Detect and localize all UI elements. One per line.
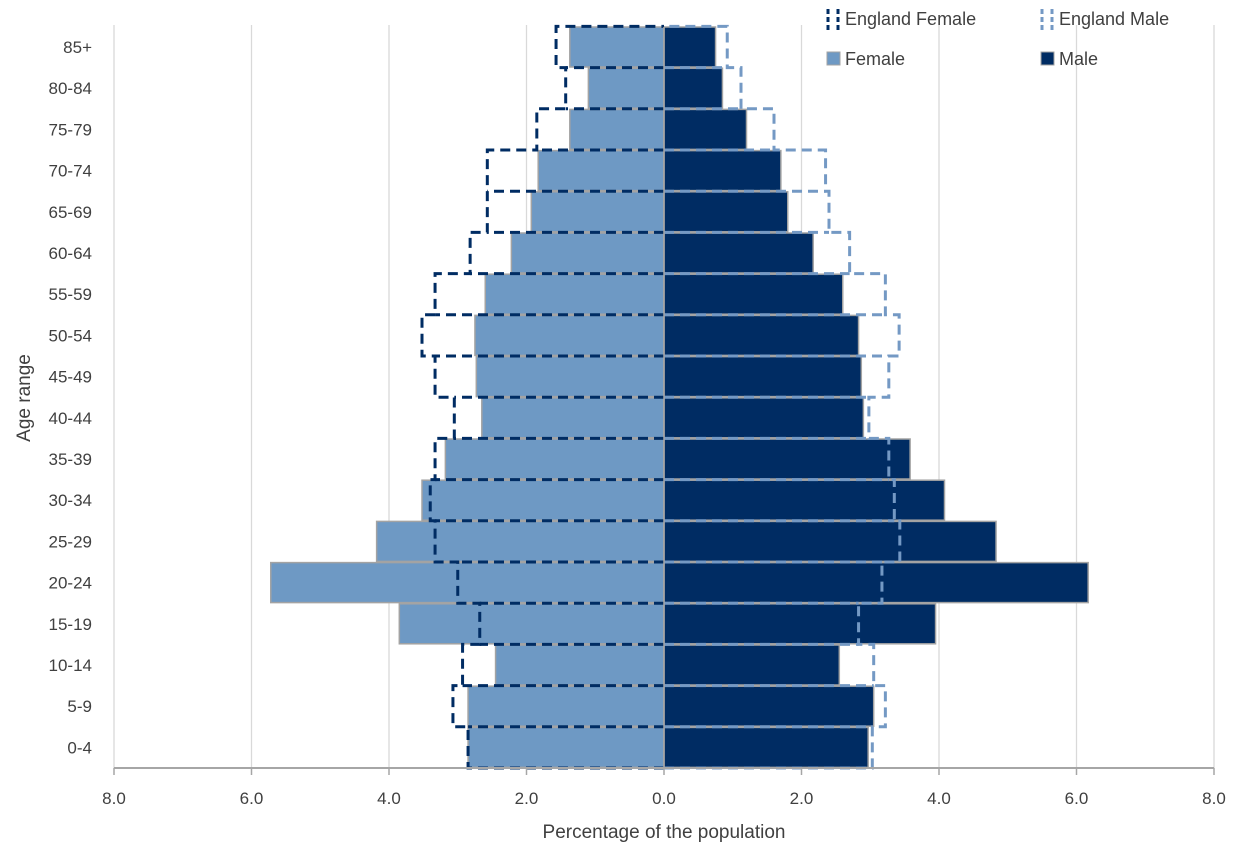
england-outlines xyxy=(420,24,902,770)
bar-male-65-69 xyxy=(663,191,789,233)
legend-item-female: Female xyxy=(826,49,905,69)
legend: England Female England Male Female Male xyxy=(826,9,1169,69)
bar-male-0-4 xyxy=(663,726,869,769)
legend-label-england-female: England Female xyxy=(845,9,976,29)
x-tick-label: 8.0 xyxy=(102,789,126,808)
x-tick-label: 8.0 xyxy=(1202,789,1226,808)
legend-swatch-england-male xyxy=(1040,9,1054,30)
legend-item-male: Male xyxy=(1040,49,1098,69)
x-axis-title: Percentage of the population xyxy=(543,822,786,843)
x-tick-label: 2.0 xyxy=(790,789,814,808)
y-axis-title: Age range xyxy=(14,354,35,442)
bar-female-5-9 xyxy=(467,685,665,727)
bar-female-10-14 xyxy=(494,644,665,686)
bar-male-75-79 xyxy=(663,108,748,151)
bar-female-75-79 xyxy=(569,108,665,151)
bar-male-40-44 xyxy=(663,397,865,439)
bar-male-45-49 xyxy=(663,355,863,398)
bar-male-55-59 xyxy=(663,273,844,315)
x-tick-label: 6.0 xyxy=(1065,789,1089,808)
legend-swatch-male xyxy=(1040,51,1055,66)
bar-male-15-19 xyxy=(663,603,937,645)
bar-male-35-39 xyxy=(663,438,911,480)
x-tick-label: 4.0 xyxy=(927,789,951,808)
bar-female-30-34 xyxy=(421,479,665,521)
y-tick-label: 80-84 xyxy=(49,79,92,98)
legend-label-female: Female xyxy=(845,49,905,69)
y-tick-label: 20-24 xyxy=(49,574,92,593)
y-tick-label: 0-4 xyxy=(67,738,92,757)
bar-male-20-24 xyxy=(663,561,1089,604)
y-tick-label: 85+ xyxy=(63,38,92,57)
bar-male-50-54 xyxy=(663,314,860,357)
y-tick-label: 15-19 xyxy=(49,615,92,634)
y-tick-label: 45-49 xyxy=(49,368,92,387)
outline-england-male xyxy=(664,24,902,770)
x-tick-labels: 8.0 6.0 4.0 2.0 0.0 2.0 4.0 6.0 8.0 xyxy=(102,789,1226,808)
y-tick-label: 60-64 xyxy=(49,244,92,263)
x-tick-label: 0.0 xyxy=(652,789,676,808)
legend-item-england-male: England Male xyxy=(1040,9,1169,30)
bar-female-25-29 xyxy=(375,520,665,563)
y-tick-label: 25-29 xyxy=(49,532,92,551)
bars xyxy=(270,26,1089,769)
y-tick-label: 30-34 xyxy=(49,491,92,510)
x-tick-label: 6.0 xyxy=(240,789,264,808)
y-tick-label: 75-79 xyxy=(49,120,92,139)
bar-male-85 xyxy=(663,26,717,68)
bar-female-20-24 xyxy=(270,561,665,604)
x-tick-label: 2.0 xyxy=(515,789,539,808)
bar-female-0-4 xyxy=(467,726,665,769)
bar-female-45-49 xyxy=(475,355,665,398)
bar-male-60-64 xyxy=(663,232,814,274)
y-tick-label: 70-74 xyxy=(49,162,92,181)
bar-female-40-44 xyxy=(481,397,665,439)
legend-label-male: Male xyxy=(1059,49,1098,69)
y-tick-label: 50-54 xyxy=(49,326,92,345)
bar-female-60-64 xyxy=(510,232,665,274)
bar-male-10-14 xyxy=(663,644,841,686)
bar-female-55-59 xyxy=(484,273,665,315)
y-tick-label: 55-59 xyxy=(49,285,92,304)
bar-female-65-69 xyxy=(530,191,665,233)
bar-male-30-34 xyxy=(663,479,946,521)
bar-female-15-19 xyxy=(398,603,665,645)
bar-female-85 xyxy=(569,26,665,68)
y-tick-label: 5-9 xyxy=(67,697,92,716)
legend-swatch-female xyxy=(826,51,841,66)
x-tick-label: 4.0 xyxy=(377,789,401,808)
bar-female-80-84 xyxy=(587,67,665,109)
y-tick-label: 10-14 xyxy=(49,656,92,675)
bar-male-5-9 xyxy=(663,685,875,727)
legend-item-england-female: England Female xyxy=(826,9,976,30)
bar-male-80-84 xyxy=(663,67,724,109)
y-tick-label: 65-69 xyxy=(49,203,92,222)
bar-male-25-29 xyxy=(663,520,997,563)
axes xyxy=(113,27,1215,775)
legend-label-england-male: England Male xyxy=(1059,9,1169,29)
bar-female-35-39 xyxy=(444,438,665,480)
bar-female-70-74 xyxy=(537,149,665,192)
legend-swatch-england-female xyxy=(826,9,840,30)
bar-female-50-54 xyxy=(474,314,665,357)
y-tick-label: 35-39 xyxy=(49,450,92,469)
y-tick-label: 40-44 xyxy=(49,409,92,428)
outline-england-female xyxy=(420,24,664,770)
y-tick-labels: 0-4 5-9 10-14 15-19 20-24 25-29 30-34 35-39 40-4… xyxy=(49,38,93,757)
bar-male-70-74 xyxy=(663,149,782,192)
